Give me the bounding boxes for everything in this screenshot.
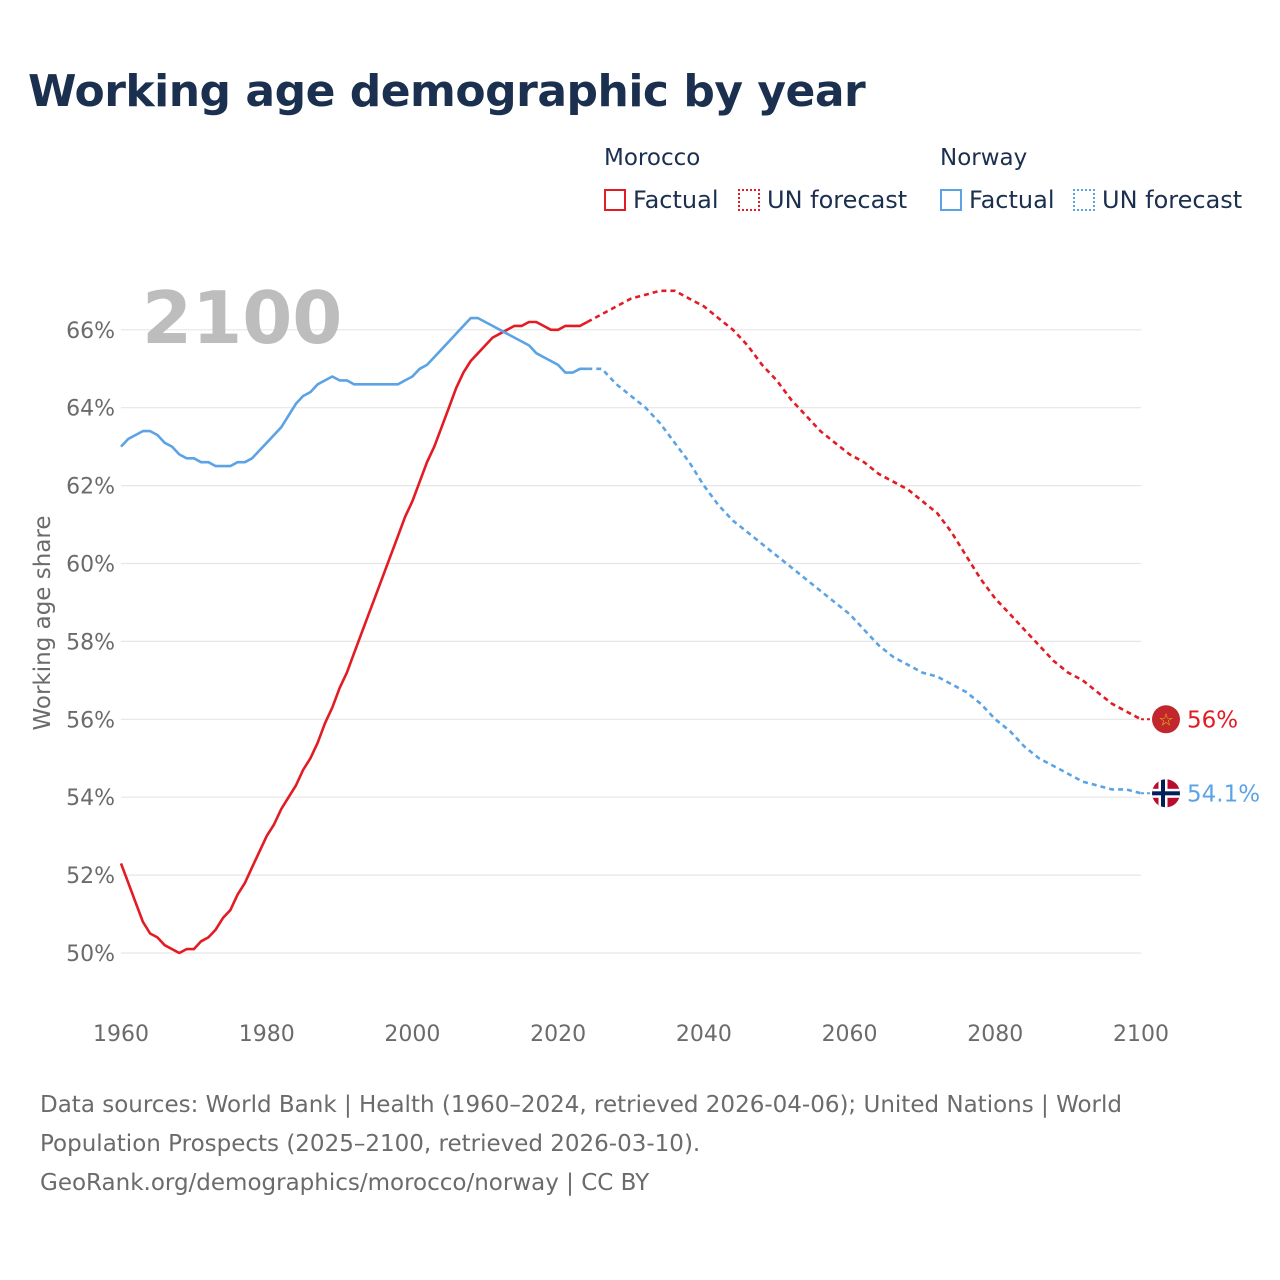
end-markers: ☆ 56% 54.1%	[1141, 705, 1260, 808]
y-tick-label: 62%	[66, 475, 115, 500]
x-tick-label: 2060	[822, 1022, 878, 1047]
y-axis-label: Working age share	[30, 515, 56, 730]
legend-swatch-solid	[940, 189, 962, 211]
end-label-norway: 54.1%	[1187, 781, 1260, 807]
chart-title: Working age demographic by year	[28, 66, 866, 117]
x-tick-label: 1980	[239, 1022, 295, 1047]
data-sources: Data sources: World Bank | Health (1960–…	[40, 1086, 1240, 1203]
grid-lines	[121, 329, 1141, 954]
series-morocco-factual[interactable]	[119, 320, 588, 955]
series-norway-factual[interactable]	[120, 316, 588, 468]
legend-label: UN forecast	[767, 186, 908, 214]
legend-group-norway: Norway	[940, 145, 1028, 171]
legend-label: Factual	[969, 186, 1055, 214]
year-watermark: 2100	[142, 276, 342, 360]
y-tick-label: 52%	[66, 864, 115, 889]
x-tick-label: 2040	[676, 1022, 732, 1047]
legend-label: UN forecast	[1102, 186, 1243, 214]
y-tick-label: 58%	[66, 630, 115, 655]
x-tick-label: 2100	[1113, 1022, 1169, 1047]
legend-morocco-factual[interactable]: Factual	[604, 186, 719, 214]
legend-swatch-dotted	[738, 189, 760, 211]
series-morocco-forecast[interactable]	[586, 289, 1142, 721]
legend-swatch-dotted	[1073, 189, 1095, 211]
y-tick-label: 56%	[66, 708, 115, 733]
legend-morocco-forecast[interactable]: UN forecast	[738, 186, 907, 214]
y-tick-label: 60%	[66, 553, 115, 578]
flag-morocco-icon: ☆	[1152, 705, 1180, 734]
x-tick-label: 1960	[93, 1022, 149, 1047]
y-tick-label: 66%	[66, 319, 115, 344]
y-tick-label: 64%	[66, 397, 115, 422]
flag-norway-icon	[1152, 779, 1180, 808]
legend-swatch-solid	[604, 189, 626, 211]
svg-text:☆: ☆	[1158, 710, 1173, 730]
x-tick-label: 2000	[384, 1022, 440, 1047]
end-label-morocco: 56%	[1187, 707, 1238, 733]
y-tick-label: 54%	[66, 786, 115, 811]
sources-line-2: Population Prospects (2025–2100, retriev…	[40, 1131, 701, 1157]
legend-group-morocco: Morocco	[604, 145, 701, 171]
x-tick-label: 2020	[530, 1022, 586, 1047]
series-lines	[119, 289, 1142, 955]
series-norway-forecast[interactable]	[587, 367, 1142, 795]
y-axis-ticks: 50% 52% 54% 56% 58% 60% 62% 64% 66%	[66, 319, 115, 967]
legend-label: Factual	[633, 186, 719, 214]
sources-line-1: Data sources: World Bank | Health (1960–…	[40, 1092, 1122, 1118]
y-tick-label: 50%	[66, 942, 115, 967]
legend-norway-factual[interactable]: Factual	[940, 186, 1055, 214]
x-axis-ticks: 1960 1980 2000 2020 2040 2060 2080 2100	[93, 1022, 1169, 1047]
legend-norway-forecast[interactable]: UN forecast	[1073, 186, 1242, 214]
x-tick-label: 2080	[967, 1022, 1023, 1047]
sources-line-3: GeoRank.org/demographics/morocco/norway …	[40, 1170, 650, 1196]
